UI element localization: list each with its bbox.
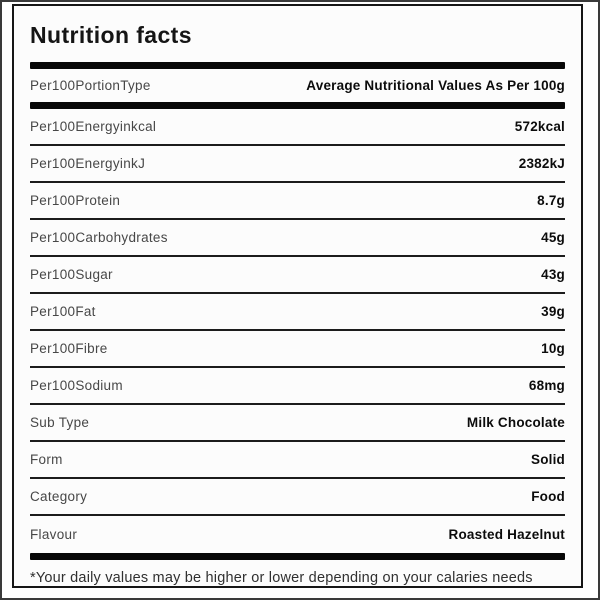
row-separator	[30, 144, 565, 146]
table-row-fibre: Per100Fibre 10g	[30, 331, 565, 366]
table-row-fat: Per100Fat 39g	[30, 294, 565, 329]
thick-divider-bottom	[30, 553, 565, 560]
row-value: Milk Chocolate	[466, 415, 565, 430]
row-value: Solid	[531, 452, 565, 467]
row-value: 10g	[541, 341, 565, 356]
row-value: 45g	[541, 230, 565, 245]
row-value: Average Nutritional Values As Per 100g	[306, 78, 565, 93]
table-row-form: Form Solid	[30, 442, 565, 477]
row-separator	[30, 403, 565, 405]
nutrition-facts-card: Nutrition facts Per100PortionType Averag…	[12, 4, 583, 588]
row-separator	[30, 292, 565, 294]
thick-divider-header	[30, 102, 565, 109]
row-label: Per100Sodium	[30, 378, 123, 393]
row-label: Sub Type	[30, 415, 90, 430]
row-label: Flavour	[30, 527, 78, 542]
row-value: 68mg	[528, 378, 565, 393]
row-label: Per100Sugar	[30, 267, 113, 282]
row-value: 2382kJ	[518, 156, 565, 171]
row-label: Form	[30, 452, 63, 467]
thick-divider-top	[30, 62, 565, 69]
row-label: Per100EnergyinkJ	[30, 156, 146, 171]
row-separator	[30, 366, 565, 368]
table-row-energy-kcal: Per100Energyinkcal 572kcal	[30, 109, 565, 144]
table-row-sugar: Per100Sugar 43g	[30, 257, 565, 292]
row-label: Per100Carbohydrates	[30, 230, 168, 245]
table-row-sub-type: Sub Type Milk Chocolate	[30, 405, 565, 440]
table-row-sodium: Per100Sodium 68mg	[30, 368, 565, 403]
row-separator	[30, 477, 565, 479]
table-row-portion-type: Per100PortionType Average Nutritional Va…	[30, 69, 565, 102]
table-row-protein: Per100Protein 8.7g	[30, 183, 565, 218]
row-label: Per100PortionType	[30, 78, 151, 93]
row-label: Per100Energyinkcal	[30, 119, 157, 134]
row-separator	[30, 329, 565, 331]
table-row-category: Category Food	[30, 479, 565, 514]
row-separator	[30, 514, 565, 516]
table-row-carbohydrates: Per100Carbohydrates 45g	[30, 220, 565, 255]
row-separator	[30, 181, 565, 183]
page-title: Nutrition facts	[30, 22, 192, 48]
row-value: Food	[531, 489, 565, 504]
table-row-flavour: Flavour Roasted Hazelnut	[30, 516, 565, 553]
row-label: Per100Fat	[30, 304, 96, 319]
footer-note: *Your daily values may be higher or lowe…	[30, 570, 533, 586]
row-separator	[30, 255, 565, 257]
row-value: 43g	[541, 267, 565, 282]
row-value: 8.7g	[537, 193, 565, 208]
row-separator	[30, 440, 565, 442]
table-row-energy-kj: Per100EnergyinkJ 2382kJ	[30, 146, 565, 181]
row-value: 39g	[541, 304, 565, 319]
row-value: 572kcal	[514, 119, 565, 134]
row-label: Per100Fibre	[30, 341, 108, 356]
row-value: Roasted Hazelnut	[448, 527, 565, 542]
row-separator	[30, 218, 565, 220]
row-label: Per100Protein	[30, 193, 121, 208]
row-label: Category	[30, 489, 88, 504]
